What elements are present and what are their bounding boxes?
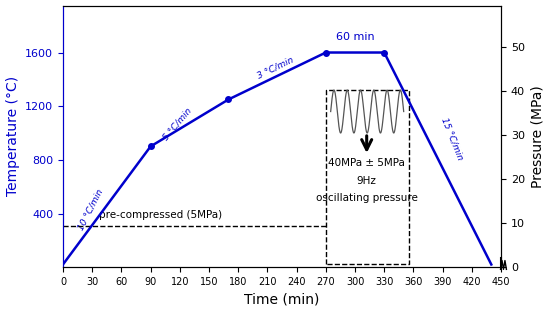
Text: 3 °C/min: 3 °C/min (256, 55, 295, 80)
Text: 40MPa ± 5MPa: 40MPa ± 5MPa (328, 158, 405, 168)
X-axis label: Time (min): Time (min) (244, 292, 320, 306)
Text: 5 °C/min: 5 °C/min (162, 106, 194, 142)
Text: oscillating pressure: oscillating pressure (316, 193, 417, 203)
Text: 60 min: 60 min (336, 32, 375, 42)
Text: 10 °C/min: 10 °C/min (76, 187, 104, 232)
Text: 9Hz: 9Hz (357, 176, 377, 186)
Y-axis label: Pressure (MPa): Pressure (MPa) (530, 85, 544, 188)
Text: pre-compressed (5MPa): pre-compressed (5MPa) (99, 210, 222, 220)
Y-axis label: Temperature (°C): Temperature (°C) (6, 76, 20, 197)
Text: 15 °C/min: 15 °C/min (440, 116, 465, 161)
